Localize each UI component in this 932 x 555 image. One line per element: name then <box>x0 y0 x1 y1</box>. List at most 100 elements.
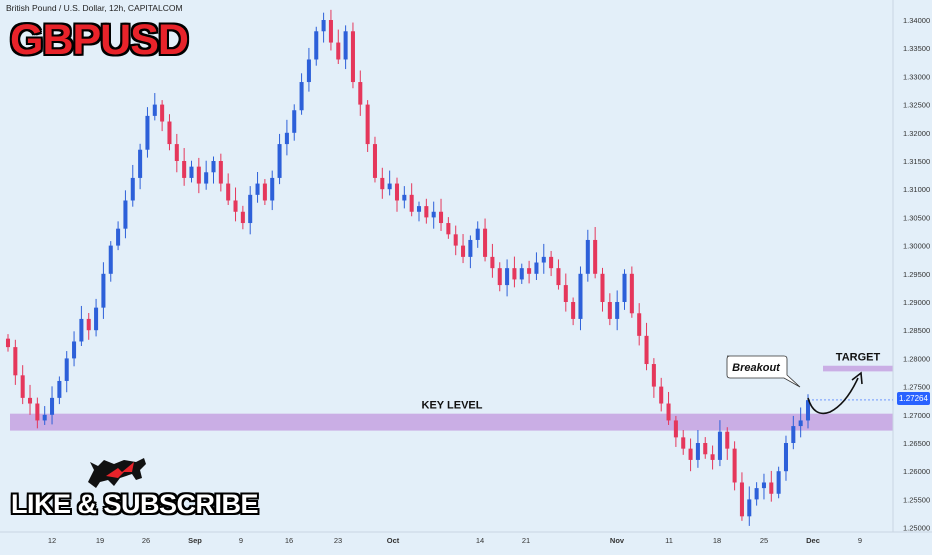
price-tick-label: 1.26000 <box>903 467 930 476</box>
candle-body <box>86 318 91 331</box>
candle-body <box>416 206 422 212</box>
candle-body <box>218 161 223 184</box>
candle-body <box>42 414 47 421</box>
time-tick-label: 11 <box>665 536 673 545</box>
current-price-tag: 1.27264 <box>897 392 930 405</box>
key-level-zone <box>10 413 893 431</box>
time-tick-label: Sep <box>188 536 202 545</box>
candle-body <box>240 211 245 224</box>
candle-body <box>519 268 524 280</box>
candle-body <box>571 302 576 319</box>
candle-body <box>394 183 400 201</box>
candle-body <box>233 200 238 212</box>
candle-body <box>585 239 590 274</box>
time-tick-label: 19 <box>96 536 104 545</box>
time-tick-label: 12 <box>48 536 56 545</box>
candle-body <box>189 166 194 178</box>
candle-body <box>380 177 385 190</box>
candle-body <box>123 200 128 229</box>
time-tick-label: 18 <box>713 536 721 545</box>
candle-body <box>732 448 737 483</box>
candle-body <box>160 104 165 122</box>
time-tick-label: 23 <box>334 536 342 545</box>
time-tick-label: Nov <box>610 536 625 545</box>
candle-body <box>424 206 429 218</box>
target-label: TARGET <box>836 352 881 364</box>
candle-body <box>549 256 554 269</box>
projection-arrow <box>807 377 859 415</box>
candle-body <box>453 234 458 246</box>
time-tick-label: 26 <box>142 536 150 545</box>
pair-title: GBPUSD <box>10 16 189 64</box>
like-subscribe-label: LIKE & SUBSCRIBE <box>11 489 259 519</box>
candle-body <box>72 341 77 359</box>
candle-body <box>512 268 517 280</box>
breakout-label: Breakout <box>732 362 781 374</box>
time-tick-label: Oct <box>387 536 400 545</box>
candle-body <box>541 256 546 263</box>
candle-body <box>409 194 414 212</box>
price-tick-label: 1.31000 <box>903 185 930 194</box>
candle-body <box>152 104 157 116</box>
candle-body <box>79 318 84 342</box>
candle-body <box>182 161 187 178</box>
candle-body <box>761 482 766 489</box>
time-tick-label: 21 <box>522 536 530 545</box>
candle-body <box>695 443 700 460</box>
target-zone <box>823 365 893 372</box>
candle-body <box>637 313 642 336</box>
candle-body <box>277 144 282 178</box>
candle-body <box>262 183 267 201</box>
candle-body <box>343 31 348 60</box>
candle-body <box>321 20 326 32</box>
candle-body <box>483 228 488 257</box>
candle-body <box>306 59 311 83</box>
candle-body <box>402 194 407 201</box>
price-tick-label: 1.28000 <box>903 354 930 363</box>
price-tick-label: 1.27500 <box>903 383 930 392</box>
candle-body <box>710 454 715 460</box>
candle-body <box>659 386 664 404</box>
candle-body <box>431 211 436 218</box>
price-tick-label: 1.26500 <box>903 439 930 448</box>
candle-body <box>336 42 341 60</box>
key-level-label: KEY LEVEL <box>422 400 483 412</box>
candle-body <box>64 358 69 381</box>
candle-body <box>556 268 561 286</box>
candle-body <box>211 161 216 173</box>
candle-body <box>5 338 11 348</box>
price-tick-label: 1.30000 <box>903 242 930 251</box>
candle-body <box>497 268 502 286</box>
candle-body <box>739 482 744 517</box>
candle-body <box>372 144 377 178</box>
candle-body <box>629 273 634 314</box>
candle-body <box>798 420 803 427</box>
candle-body <box>13 347 18 376</box>
candle-body <box>226 183 231 201</box>
candle-body <box>783 443 788 472</box>
candle-body <box>527 268 532 274</box>
candle-body <box>387 183 392 190</box>
candle-body <box>255 183 260 195</box>
candle-body <box>651 364 656 387</box>
time-tick-label: 25 <box>760 536 768 545</box>
candle-body <box>328 20 333 43</box>
candle-body <box>563 285 568 302</box>
candle-body <box>138 149 143 178</box>
candle-body <box>593 239 598 274</box>
candle-body <box>292 110 297 133</box>
candle-body <box>666 403 671 421</box>
candle-body <box>578 273 583 319</box>
candle-body <box>284 132 289 145</box>
candle-body <box>534 262 539 274</box>
candle-body <box>174 144 179 161</box>
candle-body <box>358 82 363 105</box>
candle-body <box>505 268 510 286</box>
candle-body <box>717 431 722 460</box>
candle-body <box>20 375 25 398</box>
candle-body <box>145 115 150 150</box>
price-tick-label: 1.28500 <box>903 326 930 335</box>
candle-body <box>805 400 811 421</box>
